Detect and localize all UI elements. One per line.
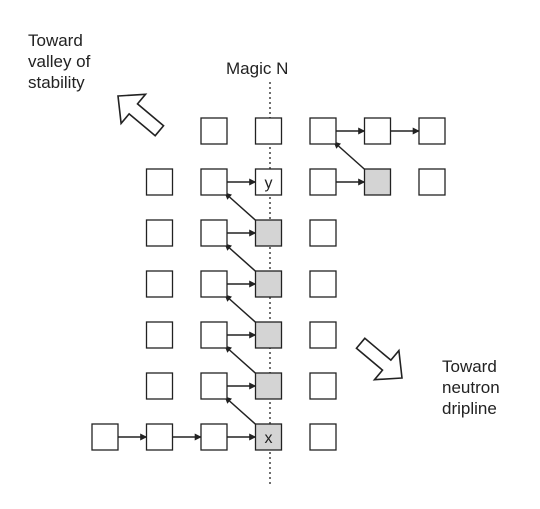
nuclide-cell	[145, 372, 174, 400]
cell-box	[363, 117, 392, 145]
toward-dripline-line-1: Toward	[442, 357, 497, 376]
nuclide-cell	[363, 168, 392, 196]
nuclide-cell	[145, 321, 174, 349]
nuclide-cell	[309, 168, 337, 196]
shaded-cell-box	[254, 423, 283, 451]
nuclide-cell	[254, 372, 283, 400]
magic-n-label: Magic N	[226, 59, 289, 78]
cell-box	[200, 270, 228, 298]
cells-layer: yx	[91, 117, 446, 451]
beta-decay-arrow	[224, 294, 258, 325]
nuclide-cell	[254, 117, 283, 145]
beta-decay-arrow	[224, 192, 258, 223]
cell-box	[254, 168, 283, 196]
toward-stability-label: Toward valley of stability	[28, 30, 90, 93]
cell-box	[145, 270, 174, 298]
cell-box	[145, 372, 174, 400]
arrows-layer	[118, 127, 420, 441]
nuclide-cell	[200, 372, 228, 400]
cell-box	[145, 168, 174, 196]
beta-decay-arrow	[224, 243, 258, 274]
nuclide-cell	[145, 423, 174, 451]
cell-box	[418, 117, 446, 145]
nuclide-cell	[200, 168, 228, 196]
shaded-cell-box	[254, 270, 283, 298]
nuclide-cell	[254, 270, 283, 298]
nuclide-cell	[145, 270, 174, 298]
cell-box	[254, 117, 283, 145]
nuclide-cell	[309, 270, 337, 298]
cell-box	[309, 321, 337, 349]
nuclide-cell	[145, 168, 174, 196]
nuclide-cell-y: y	[254, 168, 283, 196]
toward-stability-line-2: valley of	[28, 52, 91, 71]
nuclide-cell	[309, 423, 337, 451]
cell-box	[309, 117, 337, 145]
nuclide-cell	[254, 219, 283, 247]
cell-box	[309, 168, 337, 196]
toward-dripline-line-3: dripline	[442, 399, 497, 418]
toward-stability-arrow	[117, 93, 165, 137]
toward-dripline-label: Toward neutron dripline	[442, 356, 500, 419]
cell-box	[145, 321, 174, 349]
toward-dripline-arrow	[355, 337, 403, 381]
nuclide-cell	[309, 372, 337, 400]
toward-dripline-line-2: neutron	[442, 378, 500, 397]
shaded-cell-box	[363, 168, 392, 196]
nuclide-cell	[145, 219, 174, 247]
nuclide-cell	[309, 117, 337, 145]
nuclide-cell	[363, 117, 392, 145]
nuclide-cell	[254, 321, 283, 349]
toward-stability-line-3: stability	[28, 73, 85, 92]
cell-box	[145, 423, 174, 451]
nuclide-cell	[418, 168, 446, 196]
shaded-cell-box	[254, 321, 283, 349]
beta-decay-arrow	[224, 396, 258, 427]
shaded-cell-box	[254, 219, 283, 247]
nuclide-cell	[309, 219, 337, 247]
nuclide-cell	[200, 423, 228, 451]
nuclide-cell	[200, 219, 228, 247]
cell-box	[200, 372, 228, 400]
cell-box	[309, 423, 337, 451]
cell-box	[309, 219, 337, 247]
cell-box	[418, 168, 446, 196]
cell-box	[145, 219, 174, 247]
toward-stability-line-1: Toward	[28, 31, 83, 50]
direction-arrows-layer	[117, 93, 403, 381]
nuclide-cell-x: x	[254, 423, 283, 451]
cell-label-y: y	[265, 175, 273, 192]
cell-box	[200, 423, 228, 451]
nuclide-cell	[309, 321, 337, 349]
cell-box	[200, 117, 228, 145]
nuclide-cell	[418, 117, 446, 145]
cell-box	[200, 321, 228, 349]
cell-box	[309, 372, 337, 400]
cell-box	[200, 219, 228, 247]
beta-decay-arrow	[224, 345, 258, 376]
cell-box	[91, 423, 119, 451]
shaded-cell-box	[254, 372, 283, 400]
nuclide-cell	[200, 321, 228, 349]
cell-box	[200, 168, 228, 196]
cell-label-x: x	[265, 430, 273, 447]
nuclide-cell	[200, 270, 228, 298]
beta-decay-arrow	[333, 141, 367, 172]
nuclide-cell	[91, 423, 119, 451]
cell-box	[309, 270, 337, 298]
nuclide-cell	[200, 117, 228, 145]
